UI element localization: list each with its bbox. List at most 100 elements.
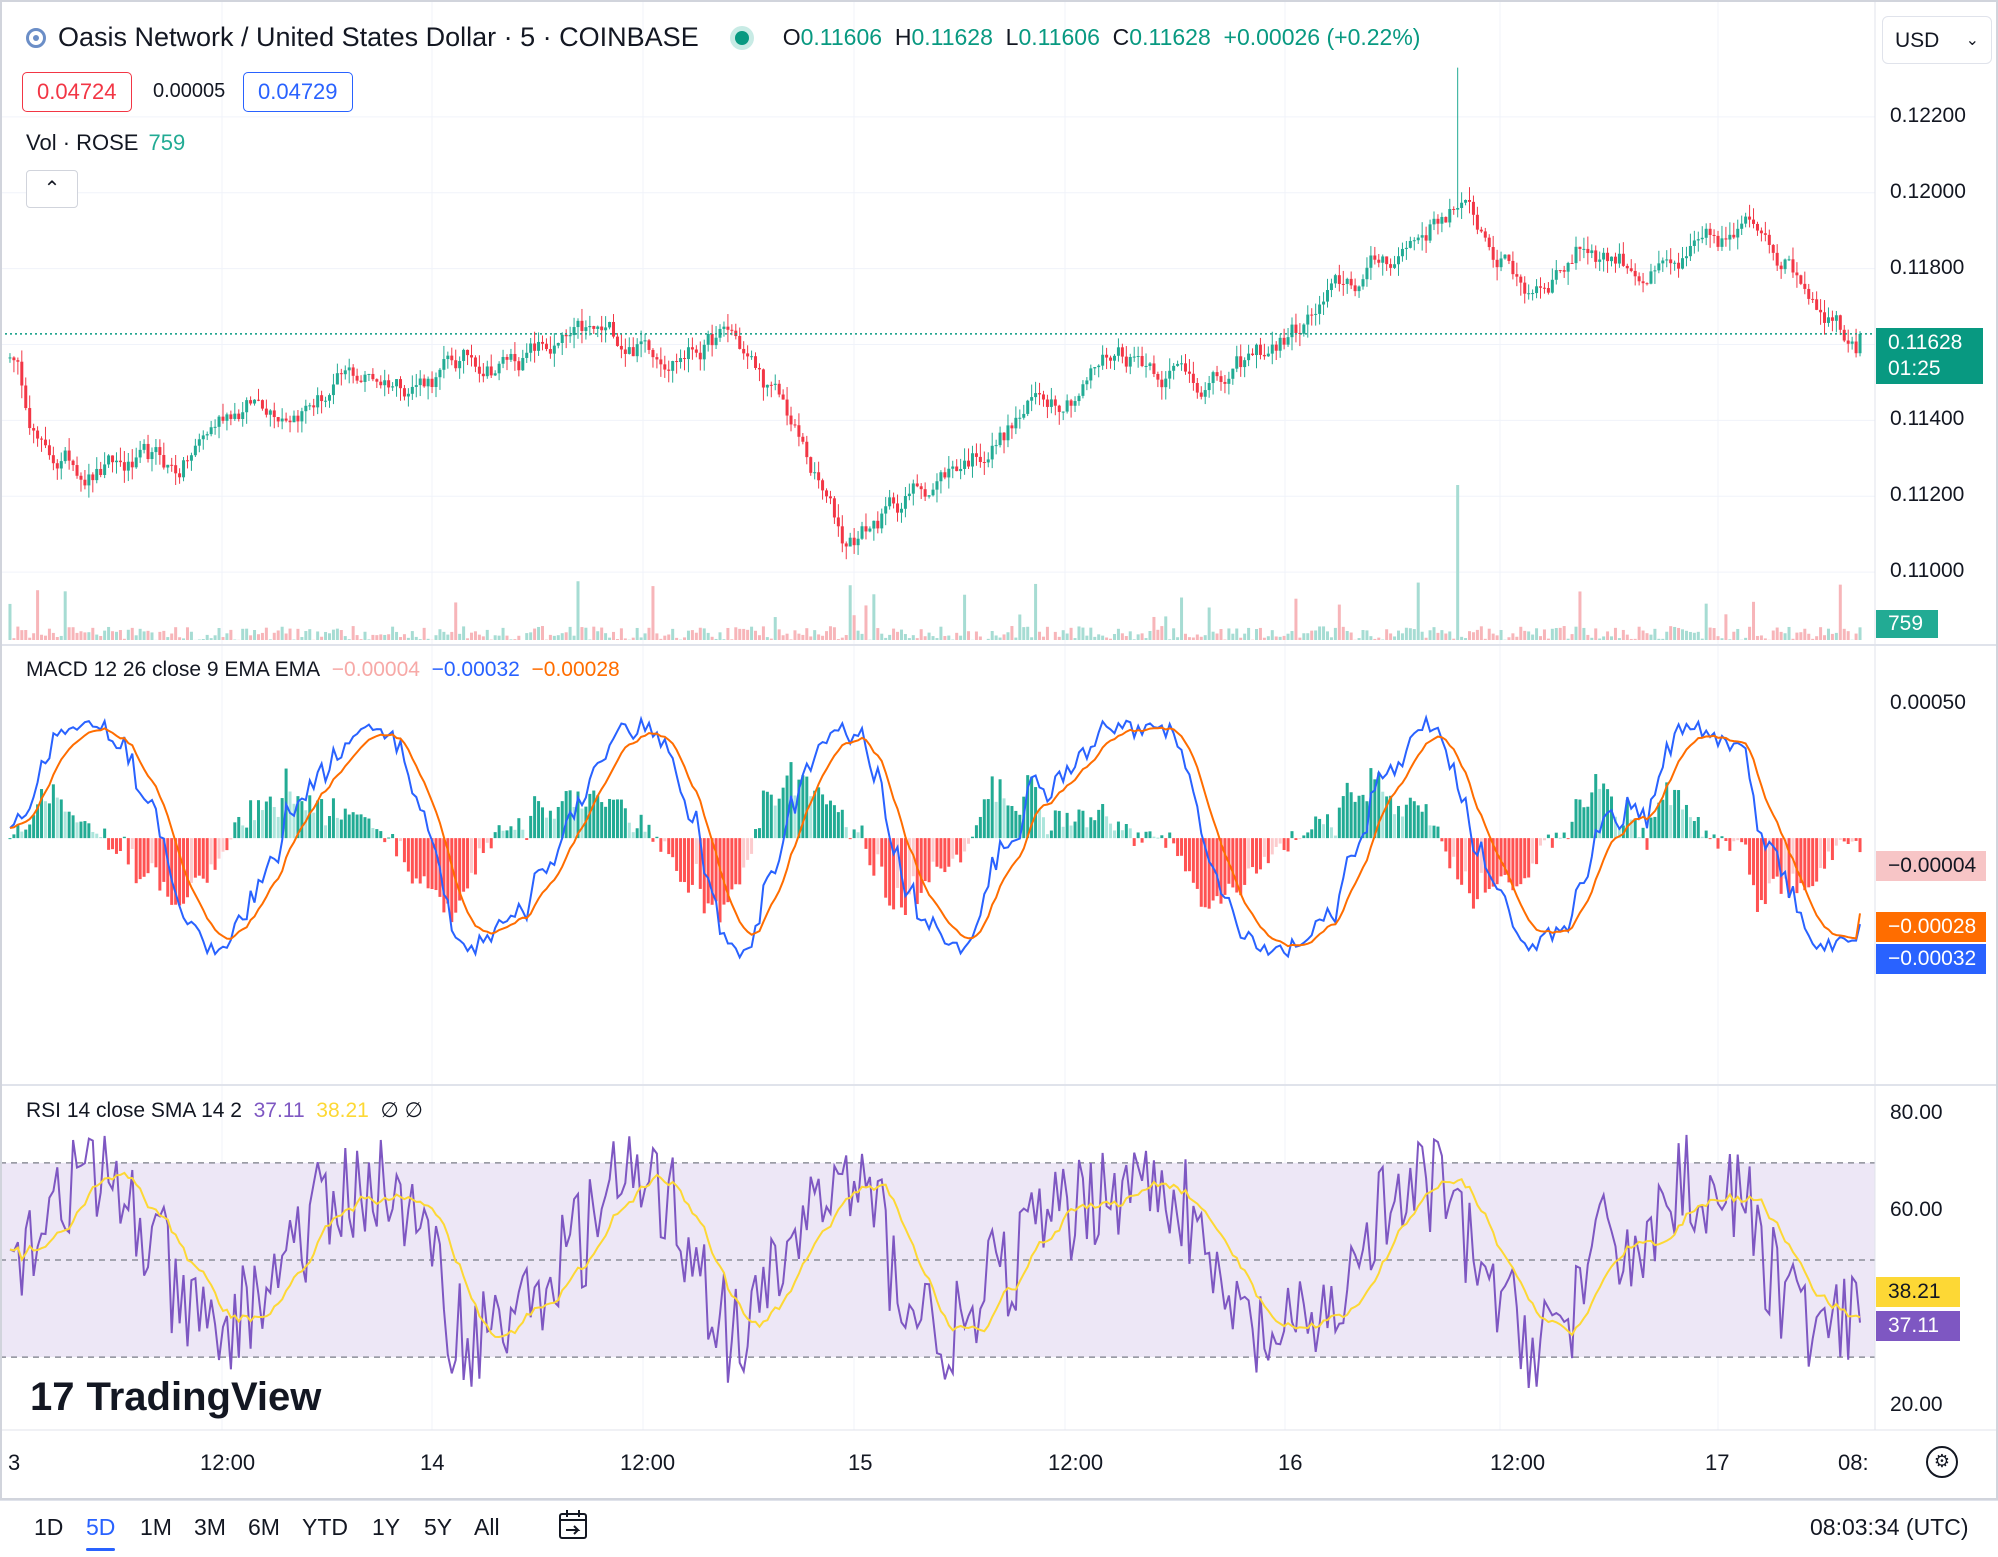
volume-bar <box>1022 627 1025 640</box>
macd-hist-bar <box>1717 838 1720 849</box>
candle-body <box>1649 271 1652 283</box>
candle-body <box>1180 363 1183 364</box>
candle-body <box>1255 345 1258 355</box>
range-button-1d[interactable]: 1D <box>34 1514 63 1541</box>
range-button-3m[interactable]: 3M <box>194 1514 226 1541</box>
candle-body <box>758 368 761 369</box>
rsi-legend[interactable]: RSI 14 close SMA 14 2 37.11 38.21 ∅ ∅ <box>26 1098 423 1123</box>
macd-hist-bar <box>1133 838 1136 846</box>
volume-bar <box>1275 636 1278 640</box>
macd-hist-bar <box>1448 838 1451 868</box>
candle-body <box>474 357 477 366</box>
candle-body <box>1693 240 1696 246</box>
candle-body <box>975 453 978 457</box>
macd-hist-bar <box>1515 838 1518 886</box>
candle-body <box>1097 366 1100 367</box>
macd-hist-bar <box>778 799 781 838</box>
symbol-legend[interactable]: Oasis Network / United States Dollar · 5… <box>26 22 1420 53</box>
macd-hist-bar <box>1823 838 1826 869</box>
volume-bar <box>427 639 430 640</box>
candle-body <box>486 366 489 376</box>
volume-bar <box>1843 629 1846 640</box>
volume-bar <box>1101 636 1104 640</box>
candle-body <box>999 433 1002 445</box>
candle-body <box>1196 383 1199 393</box>
candle-body <box>442 359 445 370</box>
volume-bar <box>947 636 950 640</box>
candle-body <box>1685 256 1688 258</box>
tradingview-logo: 17 TradingView <box>30 1375 321 1420</box>
volume-bar <box>1125 636 1128 640</box>
collapse-legend-button[interactable]: ⌃ <box>26 170 78 208</box>
volume-bar <box>541 626 544 640</box>
macd-hist-bar <box>506 830 509 838</box>
range-button-1m[interactable]: 1M <box>140 1514 172 1541</box>
volume-bar <box>458 634 461 640</box>
range-button-ytd[interactable]: YTD <box>302 1514 348 1541</box>
candle-body <box>1598 260 1601 262</box>
volume-bar <box>987 639 990 640</box>
volume-bar <box>1515 637 1518 640</box>
volume-bar <box>300 637 303 640</box>
volume-bar <box>52 633 55 640</box>
currency-select[interactable]: USD ⌄ <box>1882 16 1992 64</box>
volume-bar <box>1322 626 1325 640</box>
candle-body <box>529 343 532 352</box>
candle-body <box>900 509 903 513</box>
macd-hist-bar <box>403 838 406 862</box>
macd-hist-bar <box>644 832 647 838</box>
macd-hist-bar <box>391 834 394 838</box>
candle-body <box>1732 235 1735 238</box>
calendar-goto-icon[interactable] <box>556 1508 590 1542</box>
macd-hist-bar <box>1567 838 1570 839</box>
macd-hist-bar <box>608 799 611 838</box>
macd-hist-bar <box>853 829 856 838</box>
volume-bar <box>774 617 777 640</box>
macd-hist-bar <box>1638 837 1641 838</box>
candle-body <box>841 526 844 543</box>
candle-body <box>1618 254 1621 264</box>
volume-bar <box>1212 632 1215 640</box>
buy-button[interactable]: 0.04729 <box>243 72 353 112</box>
clock[interactable]: 08:03:34 (UTC) <box>1810 1514 1969 1541</box>
candle-body <box>667 370 670 371</box>
volume-bar <box>746 630 749 640</box>
candle-body <box>462 350 465 361</box>
settings-icon[interactable]: ⚙ <box>1926 1446 1958 1478</box>
macd-hist-bar <box>1334 836 1337 839</box>
volume-bar <box>8 604 11 640</box>
volume-bar <box>841 638 844 640</box>
candle-body <box>1519 277 1522 283</box>
candle-body <box>715 338 718 345</box>
volume-bar <box>1093 637 1096 640</box>
volume-bar <box>711 637 714 640</box>
range-button-5y[interactable]: 5Y <box>424 1514 452 1541</box>
volume-bar <box>888 635 891 640</box>
macd-hist-bar <box>1283 838 1286 850</box>
volume-bar <box>1204 635 1207 640</box>
candle-body <box>537 342 540 351</box>
sell-button[interactable]: 0.04724 <box>22 72 132 112</box>
candle-body <box>174 465 177 473</box>
volume-bar <box>76 633 79 640</box>
range-button-5d[interactable]: 5D <box>86 1514 115 1541</box>
candle-body <box>1831 317 1834 320</box>
candle-body <box>1054 399 1057 405</box>
macd-legend[interactable]: MACD 12 26 close 9 EMA EMA −0.00004 −0.0… <box>26 658 620 682</box>
range-button-1y[interactable]: 1Y <box>372 1514 400 1541</box>
candle-body <box>194 446 197 455</box>
candle-body <box>1472 202 1475 215</box>
volume-bar <box>40 635 43 640</box>
volume-bar <box>241 629 244 640</box>
range-button-all[interactable]: All <box>474 1514 500 1541</box>
candle-body <box>1235 356 1238 368</box>
time-tick-label: 12:00 <box>1490 1450 1545 1476</box>
volume-bar <box>801 635 804 640</box>
candle-body <box>509 354 512 360</box>
macd-hist-bar <box>963 838 966 851</box>
range-button-6m[interactable]: 6M <box>248 1514 280 1541</box>
macd-hist-bar <box>115 838 118 854</box>
candle-body <box>1756 224 1759 231</box>
